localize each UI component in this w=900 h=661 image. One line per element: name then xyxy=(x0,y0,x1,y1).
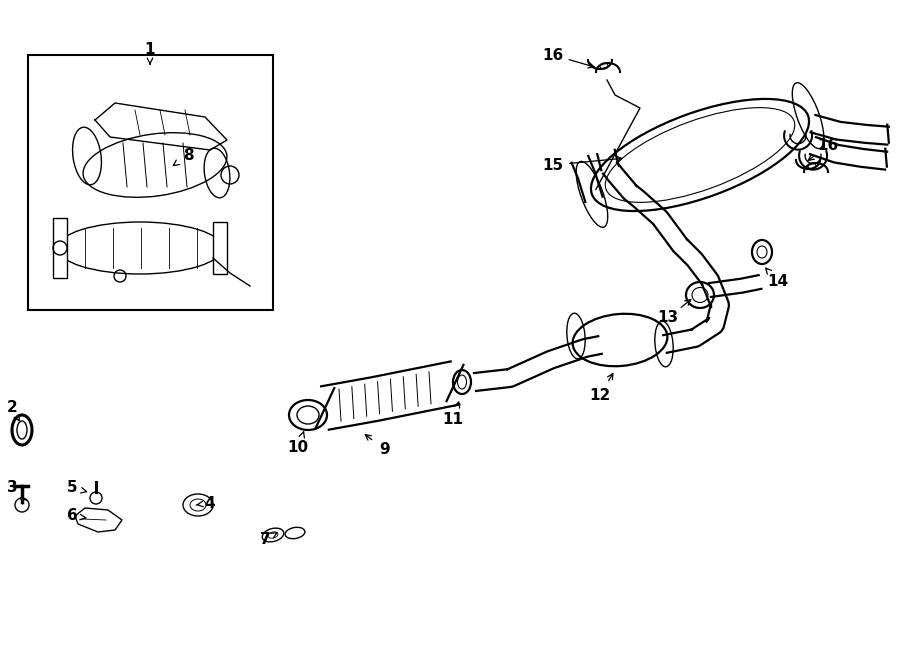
Bar xyxy=(28,55,273,310)
Text: 16: 16 xyxy=(543,48,563,63)
Text: 5: 5 xyxy=(67,481,77,496)
Text: 1: 1 xyxy=(145,42,155,58)
Text: 13: 13 xyxy=(657,311,679,325)
Bar xyxy=(213,222,227,274)
Text: 11: 11 xyxy=(443,412,464,428)
Text: 4: 4 xyxy=(204,496,215,510)
Bar xyxy=(53,218,67,278)
Text: 14: 14 xyxy=(768,274,788,290)
Text: 6: 6 xyxy=(67,508,77,524)
Text: 7: 7 xyxy=(260,533,270,547)
Text: 15: 15 xyxy=(543,157,563,173)
Text: 16: 16 xyxy=(817,137,839,153)
Text: 8: 8 xyxy=(183,147,194,163)
Text: 9: 9 xyxy=(380,442,391,457)
Text: 3: 3 xyxy=(6,481,17,496)
Text: 10: 10 xyxy=(287,440,309,455)
Text: 2: 2 xyxy=(6,401,17,416)
Text: 12: 12 xyxy=(590,387,610,403)
